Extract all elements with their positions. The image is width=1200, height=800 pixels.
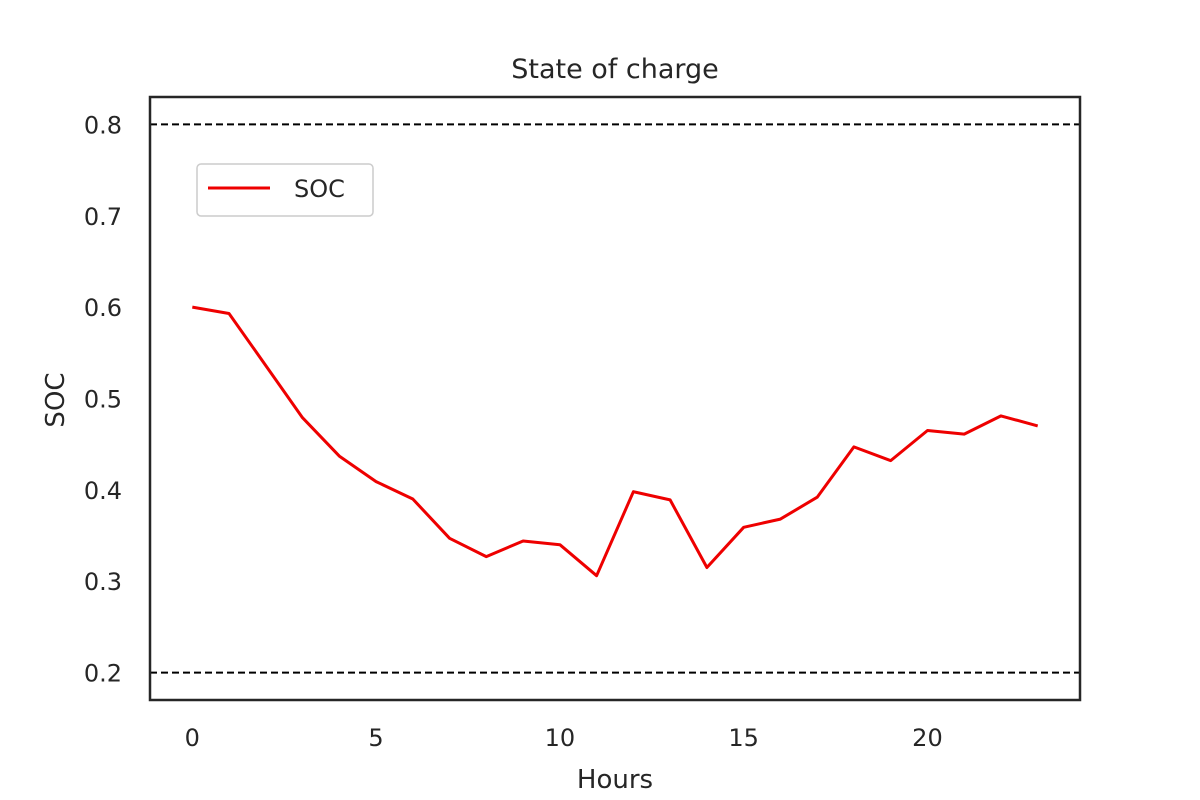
plot-frame — [148, 95, 1082, 702]
x-tick-label: 15 — [728, 724, 759, 752]
y-tick-label: 0.6 — [84, 294, 122, 322]
x-tick-label: 5 — [368, 724, 383, 752]
legend: SOC — [196, 163, 374, 217]
x-tick-label: 10 — [545, 724, 576, 752]
x-tick-label: 0 — [185, 724, 200, 752]
y-tick-label: 0.5 — [84, 386, 122, 414]
x-axis-ticks: 0 5 10 15 20 — [185, 724, 943, 752]
plot-area — [150, 123, 1080, 674]
y-tick-label: 0.3 — [84, 568, 122, 596]
legend-box — [196, 163, 374, 217]
x-tick-label: 20 — [912, 724, 943, 752]
y-tick-label: 0.7 — [84, 203, 122, 231]
x-axis-label: Hours — [577, 765, 653, 795]
y-tick-label: 0.2 — [84, 660, 122, 688]
y-axis-label: SOC — [41, 372, 71, 427]
chart-title: State of charge — [511, 54, 719, 85]
legend-label-soc: SOC — [294, 175, 345, 203]
series-line-soc — [192, 305, 1039, 578]
y-tick-label: 0.4 — [84, 477, 122, 505]
y-axis-ticks: 0.2 0.3 0.4 0.5 0.6 0.7 0.8 — [84, 111, 122, 687]
y-tick-label: 0.8 — [84, 111, 122, 139]
